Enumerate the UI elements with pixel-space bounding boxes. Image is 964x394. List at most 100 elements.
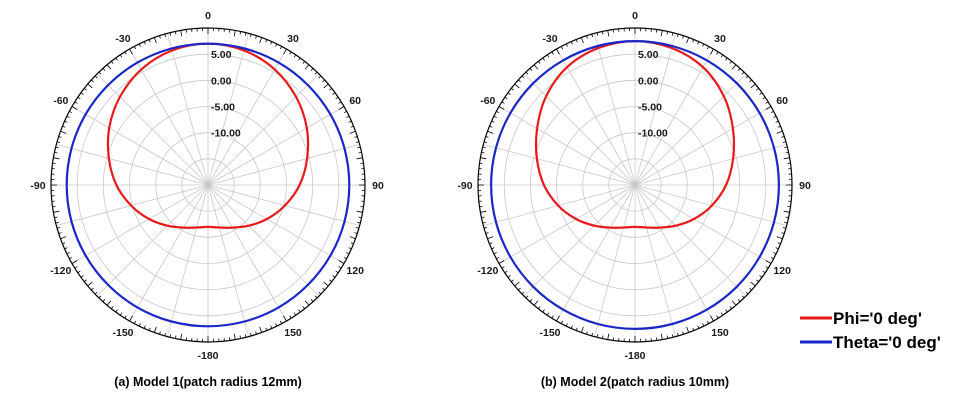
frame-tick [479,206,483,208]
frame-tick [355,141,360,143]
frame-tick [58,136,62,138]
frame-tick [229,337,231,341]
frame-tick [682,35,684,39]
frame-tick [782,227,787,229]
frame-tick [702,323,705,327]
frame-tick [53,210,60,213]
frame-tick [233,30,236,37]
frame-tick [148,327,151,331]
frame-tick [233,333,236,340]
frame-tick [692,327,695,331]
frame-tick [491,120,495,123]
frame-tick [770,110,774,114]
frame-tick [781,232,785,234]
frame-tick [485,136,489,138]
frame-tick [525,295,529,299]
frame-tick [731,300,737,306]
frame-tick [91,287,94,291]
frame-tick [575,327,578,331]
frame-tick [556,48,560,55]
frame-tick [542,309,545,313]
frame-tick [143,41,146,45]
frame-tick [507,275,511,278]
frame-tick [720,54,724,58]
frame-tick [283,48,287,55]
frame-tick [66,115,70,118]
frame-tick [671,334,674,338]
frame-tick [537,61,541,64]
frame-tick [279,46,283,50]
frame-tick [185,29,187,33]
grid-circle [529,79,741,291]
frame-tick [677,33,679,38]
frame-tick [169,32,172,36]
frame-tick [164,33,166,38]
frame-tick [656,29,658,33]
radial-tick-label: 5.00 [211,49,232,61]
frame-tick [775,120,779,123]
frame-tick [129,48,133,55]
frame-tick [765,106,772,110]
frame-tick [776,130,783,134]
frame-tick [87,83,93,89]
frame-tick [580,37,584,44]
frame-tick [671,32,674,36]
frame-tick [289,315,292,319]
frame-tick [310,68,314,71]
frame-tick [56,227,61,229]
frame-tick [348,247,352,250]
frame-tick [244,32,247,36]
frame-tick [591,33,593,38]
frame-tick [71,260,78,264]
frame-tick [749,79,752,83]
angle-tick-label: -30 [542,33,557,45]
frame-tick [765,260,772,264]
frame-tick [106,64,112,70]
frame-tick [686,37,690,44]
frame-tick [501,101,505,104]
frame-tick [777,125,781,128]
frame-tick [666,31,668,35]
frame-tick [265,327,268,331]
frame-tick [489,125,493,128]
frame-tick [77,96,81,100]
frame-tick [314,71,318,75]
angle-tick-label: -120 [477,265,498,277]
frame-tick [250,332,252,337]
angle-tick-label: -150 [539,327,560,339]
grid-circle [503,53,767,317]
frame-tick [560,46,564,50]
angle-tick-label: 90 [799,180,811,192]
frame-tick [737,68,741,71]
caption-model-2: (b) Model 2(patch radius 10mm) [541,375,729,389]
frame-tick [346,252,350,255]
frame-tick [106,300,112,306]
frame-tick [686,326,690,333]
frame-tick [518,79,521,83]
frame-tick [612,29,614,33]
frame-tick [716,51,719,55]
frame-tick [56,141,61,143]
frame-tick [360,162,364,164]
frame-tick [110,306,114,309]
frame-tick [782,141,787,143]
frame-tick [521,291,525,295]
frame-tick [84,87,87,91]
frame-tick [602,31,604,35]
frame-tick [343,256,347,260]
frame-tick [350,125,354,128]
grid-circle [155,132,261,238]
angle-tick-label: 60 [349,95,361,107]
radial-tick-label: -5.00 [638,102,662,114]
angle-tick-label: 120 [346,265,364,277]
frame-tick [511,87,514,91]
frame-tick [498,260,505,264]
frame-tick [575,39,578,43]
frame-tick [787,162,791,164]
frame-tick [298,309,301,313]
frame-tick [355,227,360,229]
frame-tick [496,110,500,114]
frame-tick [77,270,81,274]
frame-tick [54,152,58,154]
frame-tick [487,130,494,134]
